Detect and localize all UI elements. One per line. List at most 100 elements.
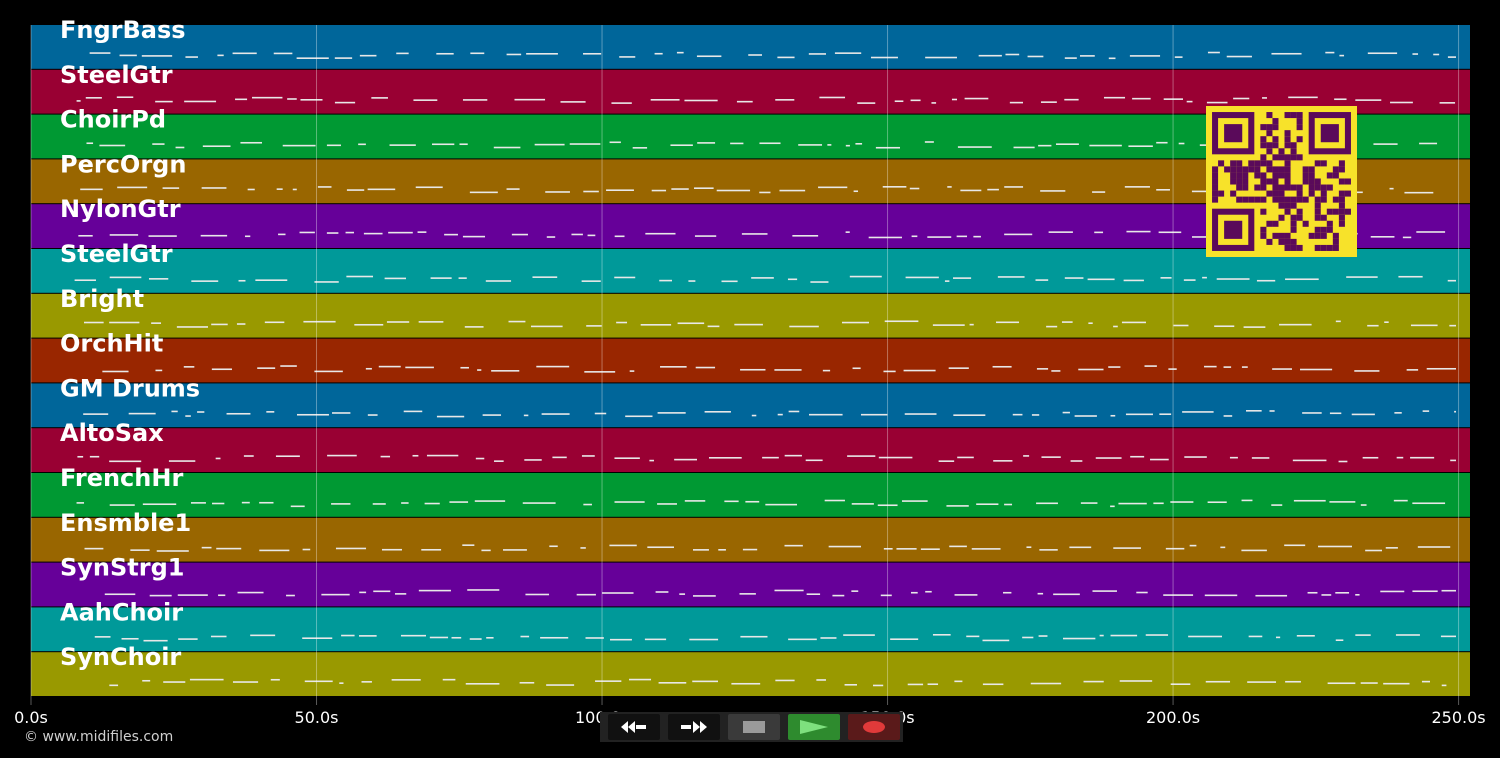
- note: [1223, 415, 1233, 417]
- note: [1346, 276, 1378, 278]
- stop-button[interactable]: [728, 714, 780, 740]
- note: [1433, 53, 1440, 56]
- note: [247, 188, 255, 191]
- track-label: OrchHit: [60, 330, 163, 358]
- track-band[interactable]: [31, 428, 1470, 472]
- note: [1037, 592, 1044, 595]
- note: [1296, 635, 1315, 637]
- note: [976, 503, 999, 506]
- note: [290, 505, 305, 508]
- rewind-button[interactable]: [608, 714, 660, 740]
- note: [1064, 277, 1084, 279]
- fast-forward-button[interactable]: [668, 714, 720, 740]
- note: [232, 52, 257, 55]
- note: [708, 457, 742, 459]
- track-band[interactable]: [31, 652, 1470, 696]
- note: [647, 546, 674, 549]
- note: [178, 638, 198, 640]
- note: [278, 233, 286, 236]
- note: [299, 231, 315, 234]
- note: [116, 96, 134, 99]
- note: [927, 683, 939, 686]
- note: [1421, 680, 1430, 683]
- note: [201, 187, 227, 189]
- note: [235, 98, 248, 101]
- note: [644, 638, 667, 641]
- note: [581, 455, 595, 457]
- note: [486, 636, 494, 639]
- note: [742, 548, 758, 551]
- track-band[interactable]: [31, 293, 1470, 338]
- note: [1005, 53, 1020, 56]
- note: [734, 323, 763, 326]
- note: [1178, 142, 1185, 145]
- note: [358, 143, 366, 146]
- note: [1226, 55, 1252, 58]
- note: [546, 684, 575, 686]
- note: [506, 53, 522, 56]
- note: [834, 52, 862, 54]
- note: [1156, 141, 1168, 144]
- note: [201, 546, 212, 549]
- note: [1094, 231, 1104, 234]
- note: [276, 188, 283, 190]
- note: [99, 144, 126, 147]
- note: [270, 678, 280, 681]
- note: [670, 144, 693, 147]
- note: [740, 368, 766, 371]
- note: [1450, 459, 1456, 462]
- note: [1321, 594, 1332, 596]
- note: [954, 594, 978, 596]
- note: [1095, 457, 1122, 459]
- play-button[interactable]: [788, 714, 840, 740]
- note: [346, 189, 365, 191]
- note: [545, 191, 570, 193]
- track-notes: [94, 633, 1456, 642]
- note: [1132, 97, 1151, 100]
- note: [995, 321, 1020, 324]
- note: [162, 187, 180, 189]
- note: [365, 367, 372, 370]
- note: [185, 415, 191, 417]
- track-band[interactable]: [31, 25, 1470, 69]
- note: [576, 593, 596, 596]
- note: [759, 191, 771, 194]
- note: [1103, 96, 1126, 99]
- note: [1121, 321, 1146, 324]
- track-band[interactable]: [31, 383, 1470, 428]
- track-band[interactable]: [31, 473, 1470, 517]
- note: [1367, 52, 1398, 55]
- note: [1074, 415, 1097, 417]
- note: [953, 277, 972, 279]
- note: [695, 366, 716, 369]
- note: [503, 549, 527, 551]
- note: [759, 142, 781, 145]
- note: [1439, 102, 1456, 104]
- note: [595, 680, 622, 682]
- note: [920, 548, 940, 551]
- note: [76, 100, 81, 102]
- track-band[interactable]: [31, 338, 1470, 383]
- note: [152, 143, 165, 145]
- note: [141, 55, 173, 57]
- note: [736, 100, 753, 103]
- note: [462, 235, 486, 238]
- note: [953, 414, 986, 416]
- note: [806, 593, 821, 596]
- note: [625, 415, 653, 418]
- note: [465, 683, 500, 685]
- note: [697, 142, 716, 144]
- track-band[interactable]: [31, 562, 1470, 607]
- record-button[interactable]: [848, 714, 900, 740]
- note: [109, 684, 119, 687]
- note: [1009, 101, 1023, 104]
- note: [168, 460, 196, 462]
- note: [1079, 55, 1095, 57]
- note: [640, 324, 672, 326]
- track-band[interactable]: [31, 607, 1470, 652]
- note: [184, 100, 217, 103]
- note: [774, 589, 804, 592]
- note: [1145, 634, 1169, 636]
- track-band[interactable]: [31, 517, 1470, 562]
- note: [80, 188, 103, 191]
